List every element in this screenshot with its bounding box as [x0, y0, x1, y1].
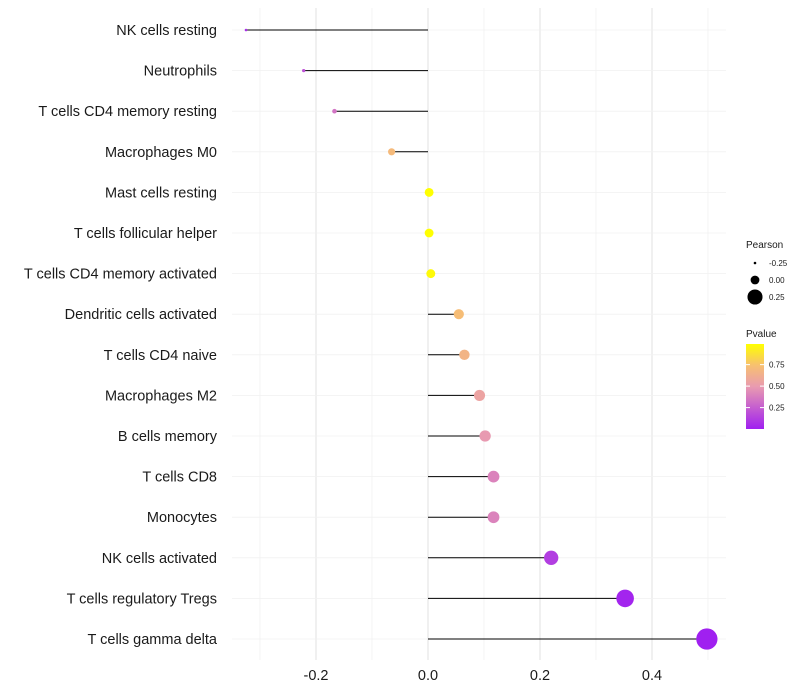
category-label: Monocytes: [147, 510, 217, 526]
pvalue-legend-label: 0.75: [769, 361, 785, 370]
grid: [232, 8, 726, 660]
lollipop-point: [487, 470, 500, 483]
lollipop-point: [424, 228, 434, 238]
lollipop-point: [302, 68, 306, 73]
lollipop-point: [479, 430, 491, 442]
category-label: Macrophages M0: [105, 145, 217, 161]
pearson-legend-label: 0.25: [769, 293, 785, 302]
x-tick-label: 0.0: [418, 668, 438, 684]
pearson-legend-label: 0.00: [769, 276, 785, 285]
pearson-legend: Pearson -0.25 0.00 0.25: [746, 240, 788, 305]
lollipop-point: [424, 187, 434, 197]
category-label: T cells follicular helper: [74, 226, 217, 242]
lollipop-stems: [246, 29, 707, 640]
pearson-legend-title: Pearson: [746, 240, 783, 251]
pearson-legend-label: -0.25: [769, 259, 788, 268]
lollipop-point: [453, 309, 464, 320]
category-labels: NK cells resting Neutrophils T cells CD4 m…: [24, 23, 218, 648]
category-label: T cells CD4 memory activated: [24, 267, 217, 283]
pvalue-legend-label: 0.50: [769, 382, 785, 391]
pearson-legend-dot: [750, 275, 760, 285]
pearson-legend-dot: [753, 261, 757, 265]
x-tick-label: 0.4: [642, 668, 662, 684]
lollipop-point: [388, 148, 396, 156]
lollipop-point: [616, 589, 634, 608]
category-label: B cells memory: [118, 429, 218, 445]
category-label: T cells CD8: [142, 470, 217, 486]
category-label: Neutrophils: [144, 64, 217, 80]
lollipop-point: [696, 628, 718, 650]
category-label: NK cells activated: [102, 551, 217, 567]
pvalue-legend-title: Pvalue: [746, 329, 777, 340]
lollipop-point: [544, 550, 559, 565]
category-label: T cells regulatory Tregs: [67, 591, 217, 607]
category-label: T cells CD4 memory resting: [38, 104, 217, 120]
lollipop-points: [244, 28, 718, 650]
lollipop-point: [487, 511, 500, 524]
category-label: T cells CD4 naive: [104, 348, 217, 364]
category-label: Mast cells resting: [105, 185, 217, 201]
lollipop-point: [459, 349, 470, 361]
x-tick-label: -0.2: [304, 668, 329, 684]
pvalue-colorbar: [746, 344, 764, 429]
x-axis-ticks: -0.2 0.0 0.2 0.4: [304, 668, 663, 684]
pearson-legend-dot: [747, 289, 763, 305]
pvalue-legend: Pvalue 0.75 0.50 0.25: [746, 329, 785, 429]
x-tick-label: 0.2: [530, 668, 550, 684]
lollipop-point: [244, 28, 248, 32]
lollipop-point: [426, 269, 436, 279]
pvalue-legend-label: 0.25: [769, 404, 785, 413]
category-label: Dendritic cells activated: [65, 307, 217, 323]
category-label: T cells gamma delta: [88, 632, 218, 648]
lollipop-point: [332, 108, 337, 114]
category-label: Macrophages M2: [105, 388, 217, 404]
lollipop-point: [473, 389, 486, 401]
category-label: NK cells resting: [116, 23, 217, 39]
